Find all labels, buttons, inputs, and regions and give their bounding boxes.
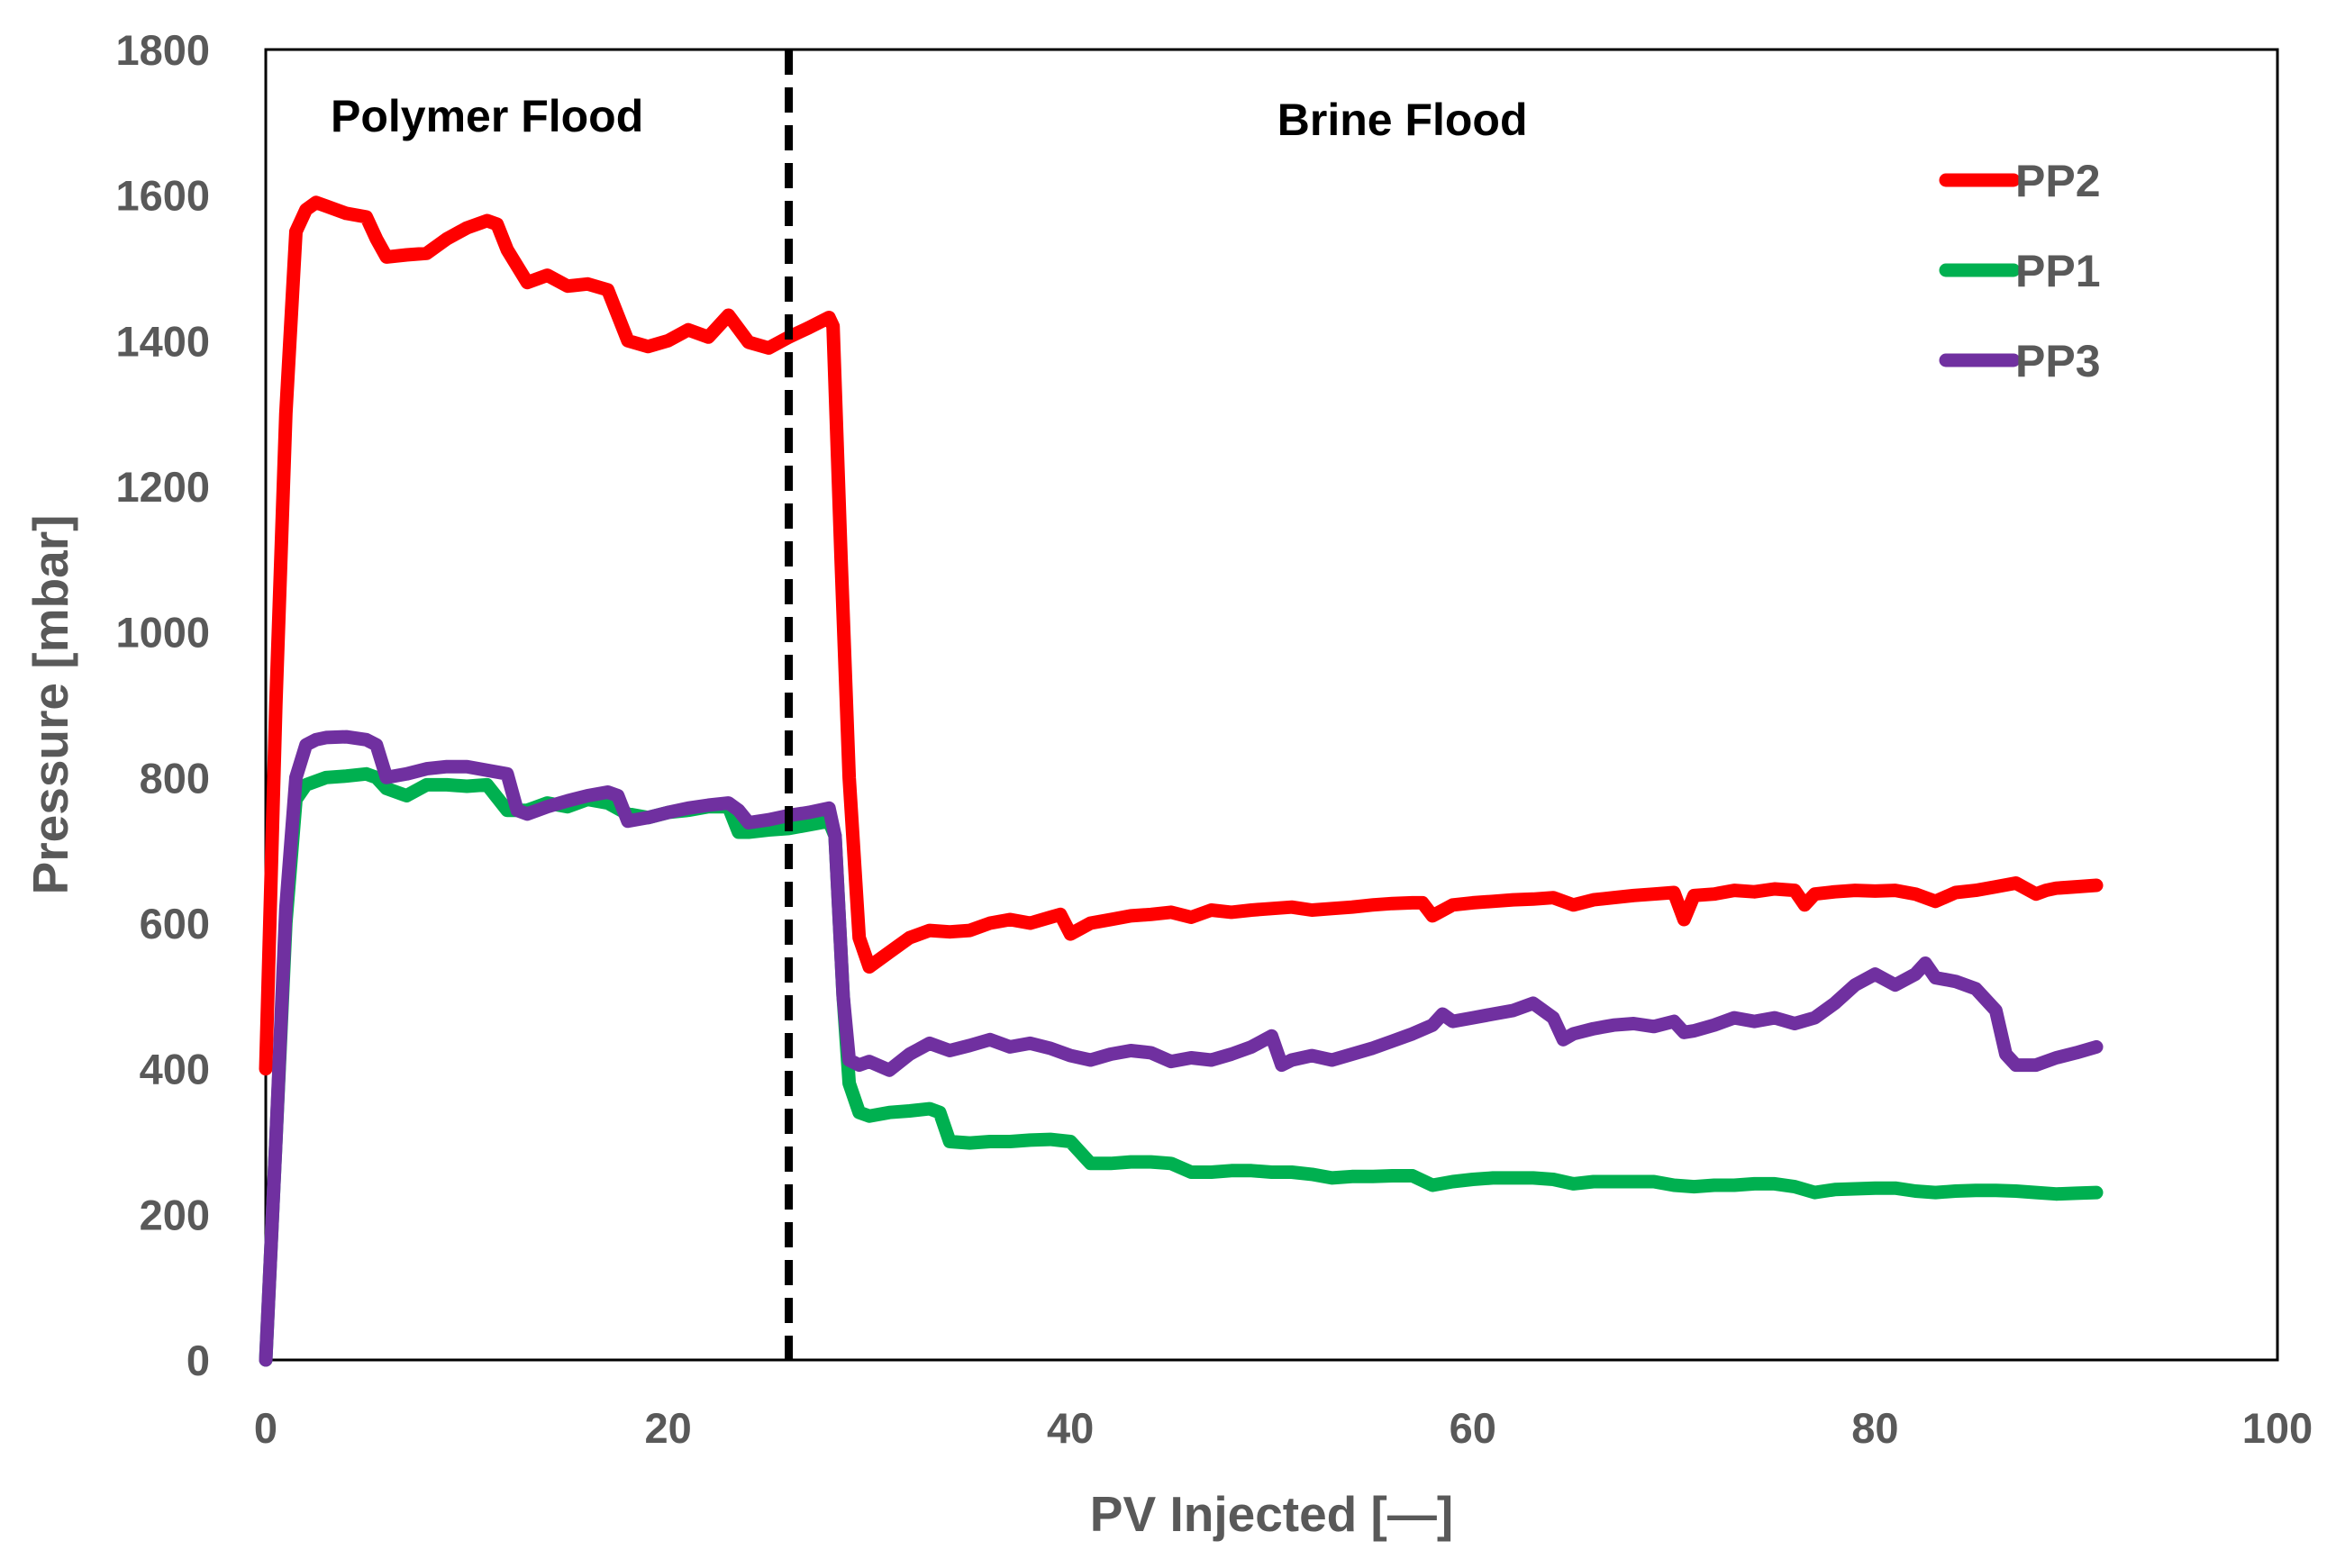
x-tick-label: 20 xyxy=(644,1404,691,1452)
x-tick-label: 80 xyxy=(1851,1404,1898,1452)
y-tick-label: 1600 xyxy=(115,172,210,220)
y-tick-label: 400 xyxy=(140,1046,210,1093)
legend-label-pp3: PP3 xyxy=(2015,336,2101,386)
y-tick-label: 600 xyxy=(140,900,210,947)
x-tick-label: 100 xyxy=(2242,1404,2313,1452)
legend-item-pp3: PP3 xyxy=(1939,336,2101,386)
series-line-pp2 xyxy=(259,195,2104,1076)
x-tick-label: 40 xyxy=(1047,1404,1094,1452)
y-tick-label: 1200 xyxy=(115,463,210,511)
y-axis-title: Pressure [mbar] xyxy=(23,515,78,895)
y-tick-label: 200 xyxy=(140,1191,210,1238)
legend-item-pp1: PP1 xyxy=(1939,246,2101,296)
x-tick-label: 60 xyxy=(1450,1404,1496,1452)
y-axis-ticks: 0 200 400 600 800 1000 1200 1400 1600 1800 xyxy=(115,26,210,1384)
y-tick-label: 0 xyxy=(186,1337,210,1384)
legend: PP2 PP1 PP3 xyxy=(1939,156,2101,386)
y-tick-label: 1000 xyxy=(115,609,210,657)
y-tick-label: 1800 xyxy=(115,26,210,74)
legend-item-pp2: PP2 xyxy=(1939,156,2101,206)
brine-flood-label: Brine Flood xyxy=(1277,95,1528,145)
series-line-pp3 xyxy=(259,730,2104,1367)
x-axis-title: PV Injected [—] xyxy=(1090,1486,1453,1542)
plot-area-frame xyxy=(264,48,2279,1362)
polymer-flood-label: Polymer Flood xyxy=(331,91,643,141)
x-tick-label: 0 xyxy=(254,1404,277,1452)
y-tick-label: 800 xyxy=(140,754,210,802)
series-layer xyxy=(259,195,2104,1367)
legend-label-pp1: PP1 xyxy=(2015,246,2101,296)
x-axis-ticks: 0 20 40 60 80 100 xyxy=(254,1404,2313,1452)
legend-label-pp2: PP2 xyxy=(2015,156,2101,206)
y-tick-label: 1400 xyxy=(115,317,210,365)
